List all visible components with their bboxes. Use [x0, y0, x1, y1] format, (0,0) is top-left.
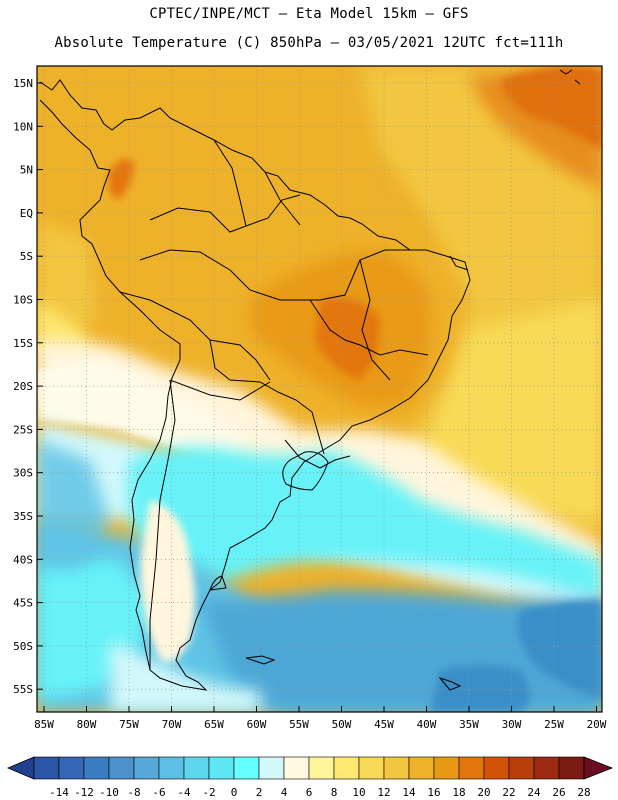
colorbar-label: 26: [552, 786, 565, 799]
coastlines-borders: [39, 69, 581, 691]
colorbar-arrow-low: [6, 756, 35, 780]
lon-label: 45W: [374, 718, 394, 731]
map-title-model: CPTEC/INPE/MCT – Eta Model 15km – GFS: [149, 6, 469, 22]
lon-label: 85W: [34, 718, 54, 731]
colorbar-swatch: [433, 756, 460, 780]
colorbar-swatch: [133, 756, 160, 780]
colorbar-label: 18: [452, 786, 465, 799]
lon-label: 25W: [544, 718, 564, 731]
colorbar-label: -10: [99, 786, 119, 799]
colorbar-swatch: [558, 756, 585, 780]
colorbar-swatch: [158, 756, 185, 780]
lon-label: 20W: [587, 718, 607, 731]
lat-label: 45S: [13, 597, 33, 610]
colorbar-label: 28: [577, 786, 590, 799]
lon-label: 75W: [119, 718, 139, 731]
colorbar-arrow-high: [583, 756, 614, 780]
colorbar-label: 0: [231, 786, 238, 799]
lon-label: 40W: [417, 718, 437, 731]
colorbar-swatch: [458, 756, 485, 780]
colorbar-swatch: [383, 756, 410, 780]
colorbar-swatch: [108, 756, 135, 780]
colorbar-label: 16: [427, 786, 440, 799]
colorbar-swatch: [408, 756, 435, 780]
colorbar-swatch: [58, 756, 85, 780]
lat-label: 40S: [13, 553, 33, 566]
colorbar-swatch: [308, 756, 335, 780]
colorbar-label: 10: [352, 786, 365, 799]
lat-label: 30S: [13, 467, 33, 480]
lon-label: 65W: [204, 718, 224, 731]
colorbar-label: 14: [402, 786, 416, 799]
colorbar-swatch: [258, 756, 285, 780]
colorbar-label: -8: [127, 786, 140, 799]
lat-label: 35S: [13, 510, 33, 523]
colorbar-swatch: [358, 756, 385, 780]
colorbar-swatch: [483, 756, 510, 780]
lat-label: 10S: [13, 294, 33, 307]
colorbar-label: 12: [377, 786, 390, 799]
temperature-field: [37, 66, 602, 712]
lat-label: 5S: [20, 250, 33, 263]
colorbar-label: 6: [306, 786, 313, 799]
colorbar-swatch: [208, 756, 235, 780]
lon-label: 60W: [247, 718, 267, 731]
colorbar-label: 2: [256, 786, 263, 799]
colorbar-swatch: [533, 756, 560, 780]
latitude-labels: 15N 10N 5N EQ 5S 10S 15S 20S 25S 30S 35S 40S 45S 50S 5…: [13, 77, 43, 696]
colorbar-label: -2: [202, 786, 215, 799]
lat-label: 50S: [13, 640, 33, 653]
colorbar-label: -6: [152, 786, 165, 799]
lat-label: 25S: [13, 423, 33, 436]
colorbar-swatch: [333, 756, 360, 780]
lat-label: 10N: [13, 120, 33, 133]
colorbar-label: -4: [177, 786, 191, 799]
colorbar-swatch: [183, 756, 210, 780]
colorbar-label: -14: [49, 786, 69, 799]
lon-label: 50W: [332, 718, 352, 731]
lat-label: 20S: [13, 380, 33, 393]
map-title-variable: Absolute Temperature (C) 850hPa – 03/05/…: [54, 35, 564, 51]
map-frame-border: [36, 65, 603, 713]
colorbar-swatch: [233, 756, 260, 780]
colorbar-label: 22: [502, 786, 515, 799]
lat-label: 5N: [20, 164, 33, 177]
lat-label: 55S: [13, 683, 33, 696]
lon-label: 30W: [502, 718, 522, 731]
lon-label: 35W: [459, 718, 479, 731]
lon-label: 55W: [289, 718, 309, 731]
colorbar-label: -12: [74, 786, 94, 799]
colorbar-label: 8: [331, 786, 338, 799]
lon-label: 80W: [77, 718, 97, 731]
lon-label: 70W: [162, 718, 182, 731]
colorbar-swatch: [33, 756, 60, 780]
colorbar-swatch: [83, 756, 110, 780]
colorbar-swatch: [283, 756, 310, 780]
colorbar-label: 24: [527, 786, 541, 799]
longitude-labels: 85W 80W 75W 70W 65W 60W 55W 50W 45W 40W 35W 30W 25W 2…: [34, 706, 607, 731]
colorbar-label: 4: [281, 786, 288, 799]
lat-label: 15S: [13, 337, 33, 350]
colorbar: -14 -12 -10 -8 -6 -4 -2 0 2 4 6 8 10 12 14 16 18 20 22 24 26…: [6, 756, 614, 799]
lat-label: 15N: [13, 77, 33, 90]
colorbar-label: 20: [477, 786, 490, 799]
colorbar-swatch: [508, 756, 535, 780]
lat-label: EQ: [20, 207, 33, 220]
